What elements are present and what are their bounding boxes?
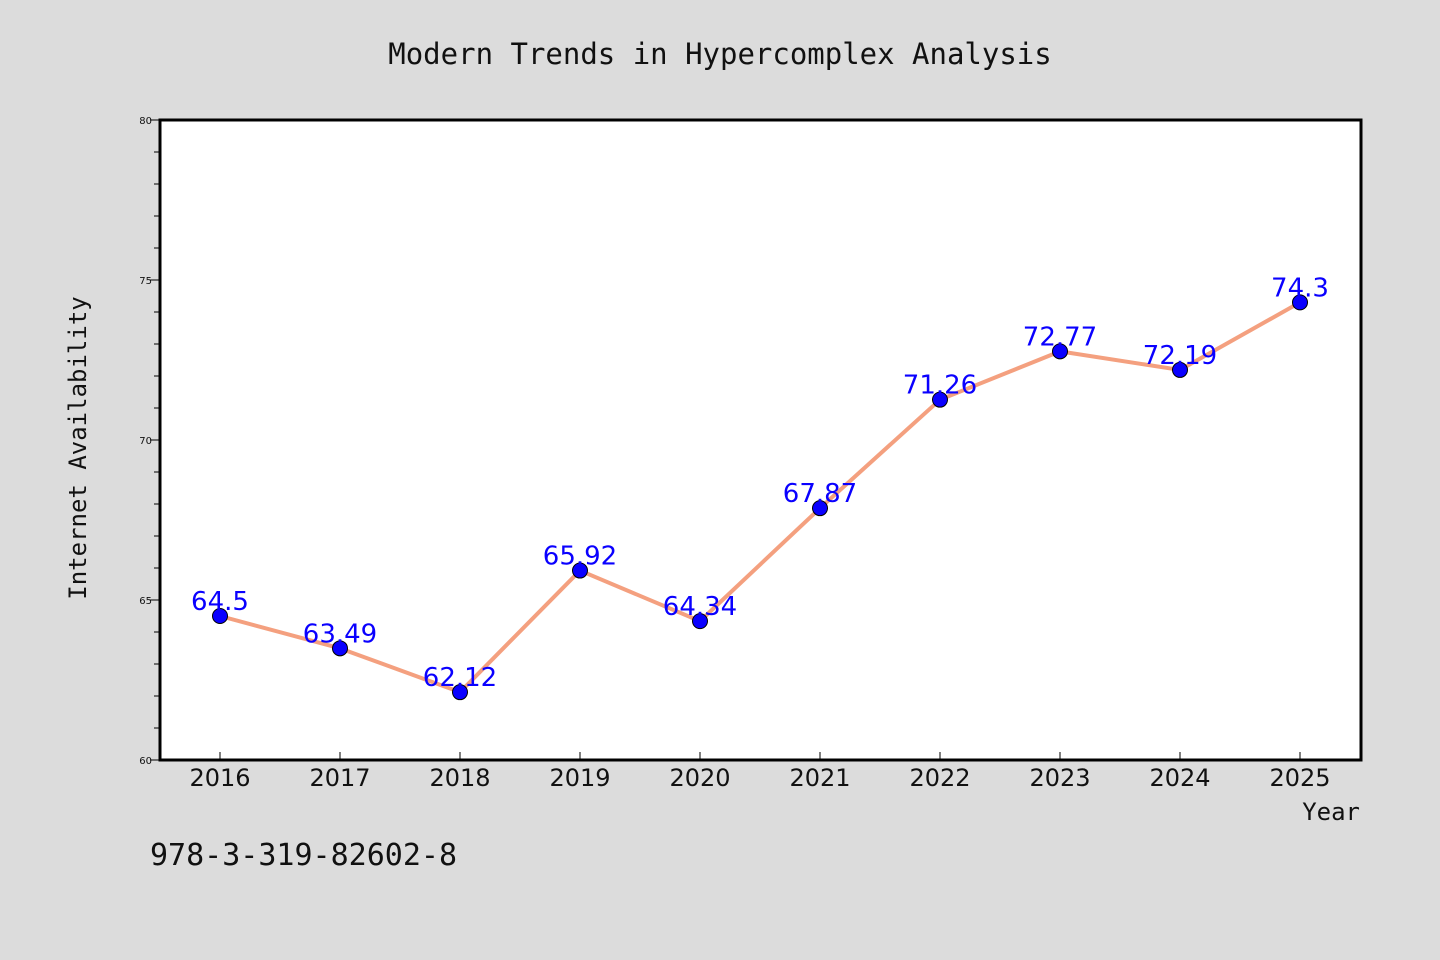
y-tick-label: 65 <box>139 596 152 607</box>
isbn-annotation: 978-3-319-82602-8 <box>150 838 457 873</box>
data-label: 63.49 <box>303 619 377 649</box>
data-label: 72.77 <box>1023 322 1097 352</box>
data-point <box>212 608 228 624</box>
y-tick-label: 70 <box>139 436 152 447</box>
y-axis: 60 65 70 75 80 <box>139 116 160 767</box>
data-series: 64.5 63.49 62.12 65.92 64.34 67.87 71.26 72.77 7… <box>191 273 1329 701</box>
data-label: 64.34 <box>663 592 737 622</box>
data-point <box>1052 343 1068 360</box>
data-label: 64.5 <box>191 587 249 617</box>
data-label: 62.12 <box>423 663 497 693</box>
y-axis-label: Internet Availability <box>64 296 92 599</box>
x-tick-label: 2024 <box>1149 764 1210 792</box>
data-point <box>332 640 348 657</box>
x-tick-label: 2025 <box>1269 764 1330 792</box>
x-tick-label: 2023 <box>1029 764 1090 792</box>
data-label: 67.87 <box>783 479 857 509</box>
plot-area <box>158 118 1363 762</box>
data-point <box>452 684 468 701</box>
data-label: 71.26 <box>903 371 977 401</box>
x-tick-label: 2018 <box>429 764 490 792</box>
x-axis-label: Year <box>1302 798 1360 826</box>
data-point <box>692 613 708 630</box>
data-point <box>1172 361 1188 378</box>
x-axis: 2016 2017 2018 2019 2020 2021 2022 2023 2024 2025 <box>189 752 1331 792</box>
y-tick-label: 60 <box>139 756 152 767</box>
x-tick-label: 2022 <box>909 764 970 792</box>
x-tick-label: 2020 <box>669 764 730 792</box>
data-point <box>932 391 948 408</box>
data-point <box>572 562 588 579</box>
data-point <box>1292 294 1308 311</box>
data-label: 74.3 <box>1271 273 1329 303</box>
y-tick-label: 80 <box>139 116 152 127</box>
x-tick-label: 2021 <box>789 764 850 792</box>
x-tick-label: 2019 <box>549 764 610 792</box>
data-label: 65.92 <box>543 542 617 572</box>
data-point <box>812 500 828 517</box>
chart-title: Modern Trends in Hypercomplex Analysis <box>388 37 1051 71</box>
y-tick-label: 75 <box>139 276 152 287</box>
data-label: 72.19 <box>1143 341 1217 371</box>
series-line <box>218 300 1302 695</box>
x-tick-label: 2016 <box>189 764 250 792</box>
x-tick-label: 2017 <box>309 764 370 792</box>
